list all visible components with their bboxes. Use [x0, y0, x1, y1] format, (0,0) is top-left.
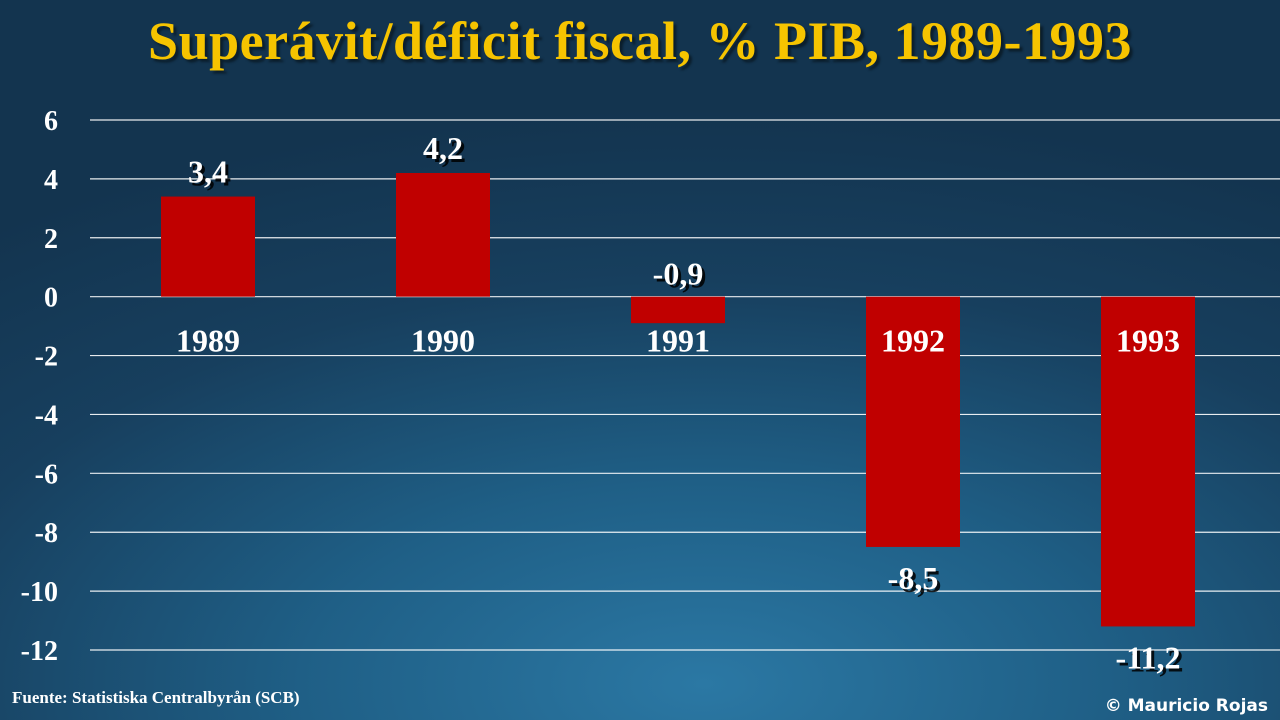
data-label: 3,4 — [188, 154, 228, 190]
data-label: -11,2 — [1116, 639, 1181, 675]
category-label: 1992 — [881, 323, 945, 359]
y-tick-label: -8 — [35, 518, 58, 549]
gridlines — [90, 119, 1280, 651]
y-tick-label: 4 — [44, 165, 58, 196]
data-label-shadow: 4,2 — [426, 133, 466, 169]
y-tick-label: 2 — [44, 224, 58, 255]
data-label-shadow: -11,2 — [1119, 642, 1184, 678]
category-label: 1989 — [176, 323, 240, 359]
category-labels: 1989 1990 1991 1992 1993 — [176, 323, 1180, 359]
y-axis-ticks: 6 4 2 0 -2 -4 -6 -8 -10 -12 — [21, 106, 58, 667]
copyright-note: © Mauricio Rojas — [1104, 696, 1268, 716]
data-label: -0,9 — [653, 256, 704, 292]
data-labels: 3,43,44,24,2-0,9-0,9-8,5-8,5-11,2-11,2 — [188, 130, 1183, 678]
y-tick-label: -4 — [35, 400, 58, 431]
data-label: -8,5 — [888, 560, 939, 596]
data-label-shadow: 3,4 — [191, 157, 231, 193]
bar — [161, 196, 255, 297]
category-label: 1991 — [646, 323, 710, 359]
y-tick-label: -6 — [35, 459, 58, 490]
category-label: 1990 — [411, 323, 475, 359]
data-label-shadow: -8,5 — [891, 563, 942, 599]
chart-title: Superávit/déficit fiscal, % PIB, 1989-19… — [148, 11, 1132, 71]
category-label: 1993 — [1116, 323, 1180, 359]
bars — [161, 173, 1195, 627]
data-label: 4,2 — [423, 130, 463, 166]
data-label-shadow: -0,9 — [656, 259, 707, 295]
bar — [396, 173, 490, 297]
bar — [1101, 296, 1195, 627]
y-tick-label: -12 — [21, 636, 58, 667]
y-tick-label: -2 — [35, 342, 58, 373]
y-tick-label: 6 — [44, 106, 58, 137]
y-tick-label: -10 — [21, 577, 58, 608]
bar — [866, 296, 960, 547]
bar — [631, 296, 725, 324]
y-tick-label: 0 — [44, 283, 58, 314]
source-note: Fuente: Statistiska Centralbyrån (SCB) — [12, 688, 300, 707]
